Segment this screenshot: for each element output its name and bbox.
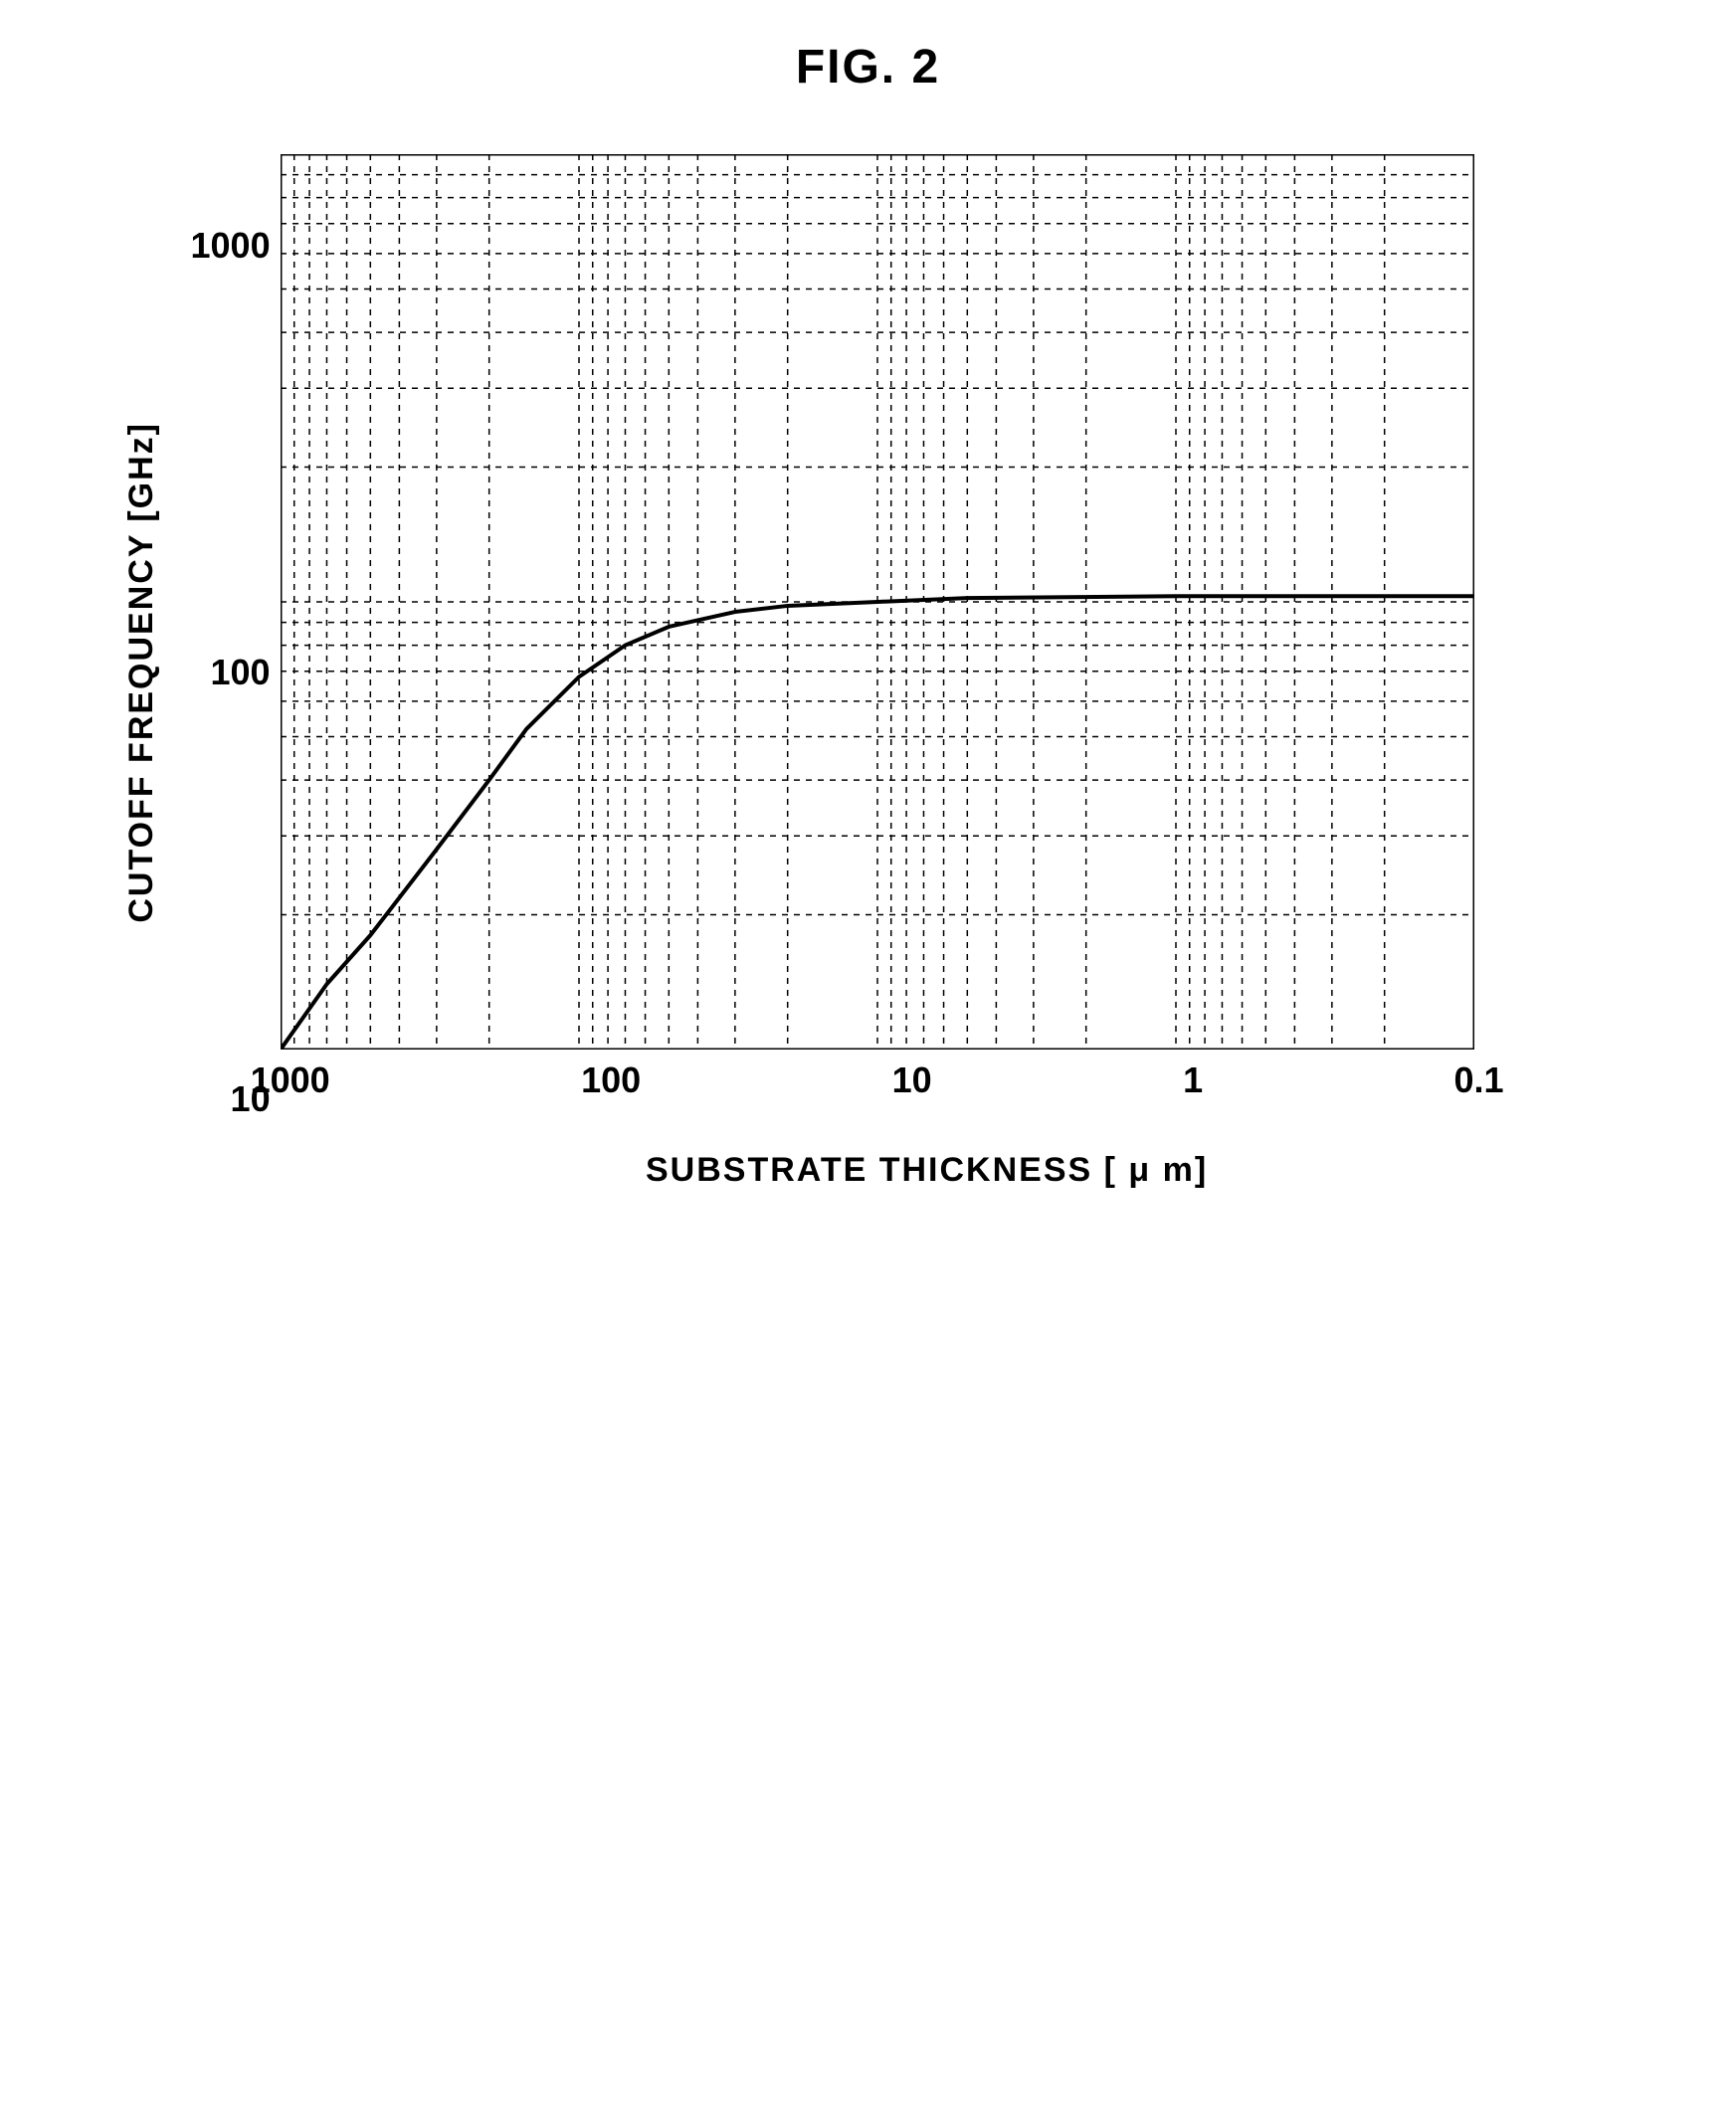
x-axis-label: SUBSTRATE THICKNESS [ μ m] (380, 1151, 1474, 1190)
y-tick: 100 (191, 652, 271, 693)
chart-plot (281, 154, 1474, 1050)
figure-title: FIG. 2 (122, 40, 1615, 95)
y-axis-label: CUTOFF FREQUENCY [GHz] (122, 422, 161, 923)
x-tick: 10 (892, 1059, 932, 1101)
figure-container: FIG. 2 CUTOFF FREQUENCY [GHz] 1000 100 1… (122, 40, 1615, 1190)
x-tick-labels: 1000 100 10 1 0.1 (251, 1059, 1504, 1101)
x-tick: 1 (1183, 1059, 1203, 1101)
chart-wrap: CUTOFF FREQUENCY [GHz] 1000 100 10 1000 … (122, 154, 1615, 1190)
x-tick: 0.1 (1454, 1059, 1504, 1101)
y-tick: 1000 (191, 225, 271, 267)
plot-column: 1000 100 10 1 0.1 SUBSTRATE THICKNESS [ … (281, 154, 1474, 1190)
x-tick: 100 (581, 1059, 641, 1101)
x-tick: 1000 (251, 1059, 330, 1101)
y-tick-labels: 1000 100 10 (191, 225, 271, 1120)
